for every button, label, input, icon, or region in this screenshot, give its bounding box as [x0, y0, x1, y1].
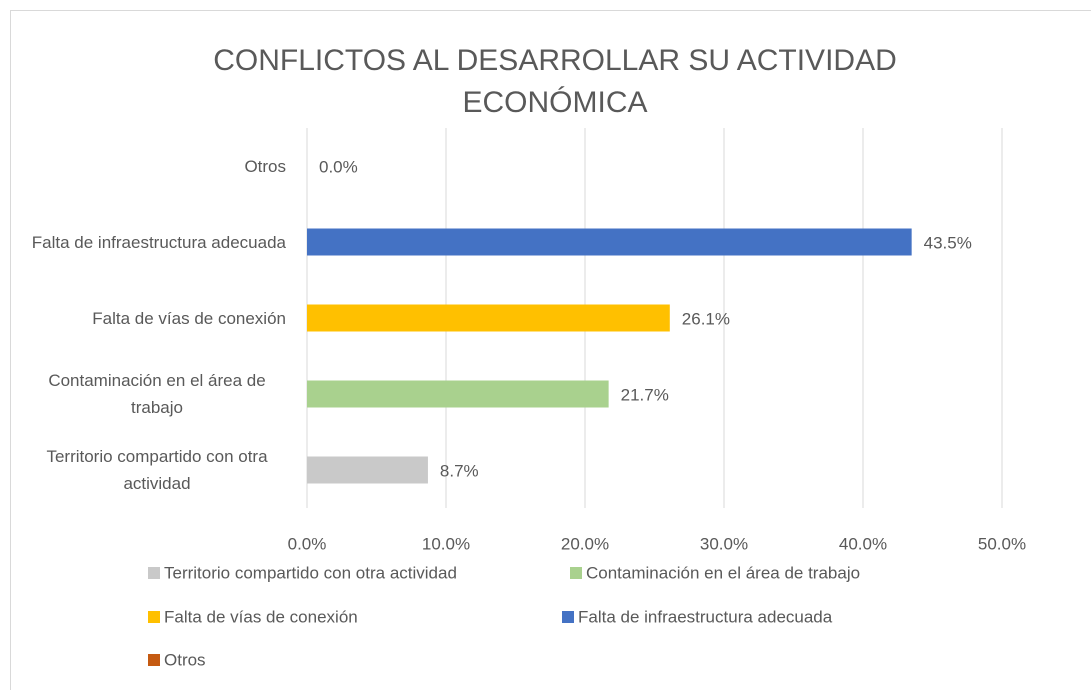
category-label-box: Otros	[16, 136, 286, 196]
x-tick-label: 40.0%	[839, 534, 887, 553]
bar	[307, 304, 670, 332]
chart-title: CONFLICTOS AL DESARROLLAR SU ACTIVIDAD EC…	[213, 44, 897, 119]
category-label-box: Contaminación en el área de trabajo	[16, 364, 286, 424]
value-label: 26.1%	[682, 309, 730, 328]
bar	[307, 380, 609, 408]
y-tick-label: Falta de infraestructura adecuada	[31, 232, 286, 252]
legend-swatch	[148, 611, 160, 623]
value-label: 43.5%	[924, 233, 972, 252]
x-tick-label: 30.0%	[700, 534, 748, 553]
category-label-box: Falta de infraestructura adecuada	[16, 212, 286, 272]
chart-border	[10, 10, 1091, 690]
x-tick-label: 0.0%	[288, 534, 327, 553]
legend-swatch	[570, 567, 582, 579]
bar	[307, 228, 912, 256]
legend-label: Contaminación en el área de trabajo	[586, 563, 860, 582]
legend-label: Territorio compartido con otra actividad	[164, 563, 457, 582]
legend-swatch	[148, 654, 160, 666]
bar	[307, 456, 428, 484]
legend-swatch	[148, 567, 160, 579]
y-tick-label: Contaminación en el área de trabajo	[48, 371, 266, 417]
value-label: 21.7%	[621, 385, 669, 404]
x-tick-label: 50.0%	[978, 534, 1026, 553]
category-label-box: Territorio compartido con otra actividad	[16, 440, 286, 500]
value-label: 8.7%	[440, 461, 479, 480]
legend-label: Falta de vías de conexión	[164, 607, 358, 626]
legend-label: Otros	[164, 650, 206, 669]
category-label-box: Falta de vías de conexión	[16, 288, 286, 348]
y-tick-label: Falta de vías de conexión	[92, 308, 286, 328]
x-tick-label: 20.0%	[561, 534, 609, 553]
x-tick-label: 10.0%	[422, 534, 470, 553]
value-label: 0.0%	[319, 157, 358, 176]
legend-label: Falta de infraestructura adecuada	[578, 607, 833, 626]
y-tick-label: Territorio compartido con otra actividad	[46, 447, 268, 493]
legend-swatch	[562, 611, 574, 623]
y-tick-label: Otros	[244, 156, 286, 176]
